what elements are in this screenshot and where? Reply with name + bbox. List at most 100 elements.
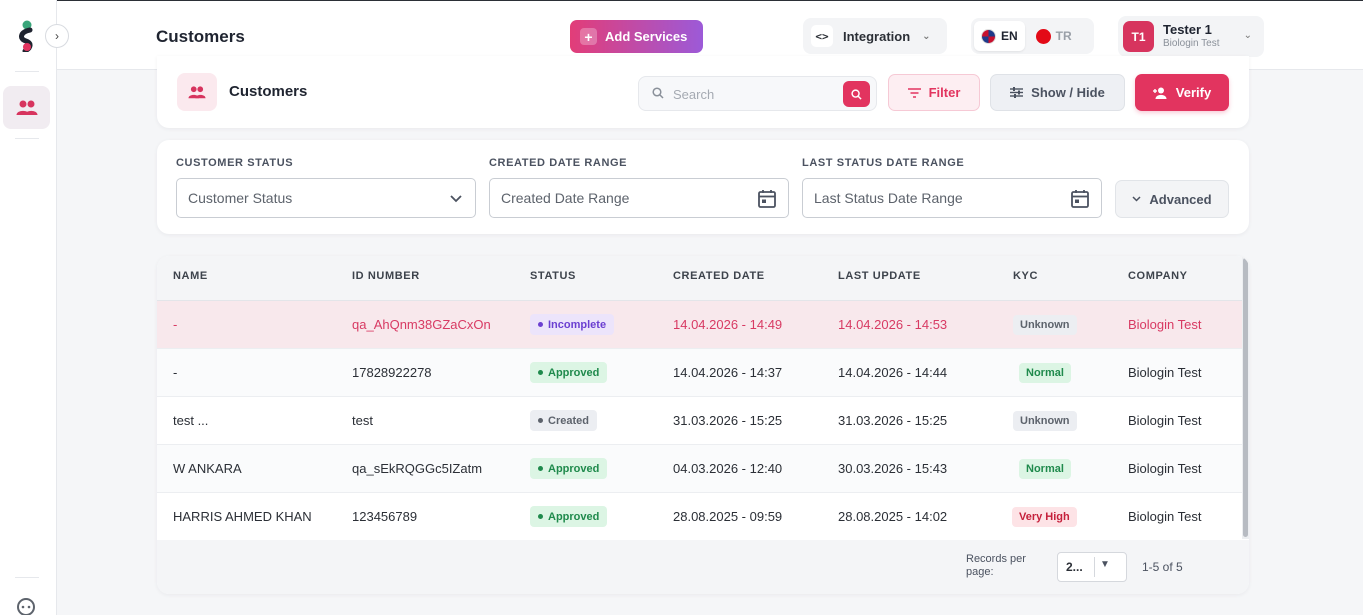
last-status-date-range-field[interactable]: Last Status Date Range: [802, 178, 1102, 218]
avatar: T1: [1123, 21, 1154, 52]
plus-icon: +: [580, 28, 597, 45]
column-header[interactable]: KYC: [1013, 270, 1039, 282]
calendar-icon[interactable]: [1071, 189, 1089, 209]
table-row[interactable]: test ... test Created 31.03.2026 - 15:25 31.…: [157, 397, 1242, 445]
verify-button[interactable]: Verify: [1135, 74, 1229, 111]
sidebar: [0, 0, 57, 615]
search-button[interactable]: [843, 81, 870, 107]
kyc-badge: Normal: [1019, 363, 1071, 383]
last-update: 31.03.2026 - 15:25: [838, 413, 948, 428]
created-date-range-label: CREATED DATE RANGE: [489, 157, 628, 169]
chevron-down-icon: ⌄: [1243, 30, 1252, 41]
calendar-icon[interactable]: [758, 189, 776, 209]
kyc-badge: Very High: [1012, 507, 1077, 527]
sidebar-toggle-button[interactable]: ›: [45, 24, 69, 48]
add-services-button[interactable]: + Add Services: [570, 20, 703, 53]
language-option-en[interactable]: EN: [974, 21, 1025, 51]
filters-panel: CUSTOMER STATUS Customer Status CREATED …: [157, 140, 1249, 234]
column-header[interactable]: CREATED DATE: [673, 270, 765, 282]
status-dot-icon: [538, 514, 543, 519]
filter-button[interactable]: Filter: [888, 74, 980, 111]
user-organization: Biologin Test: [1163, 38, 1220, 49]
company: Biologin Test: [1128, 413, 1202, 428]
customer-name: W ANKARA: [173, 461, 242, 476]
table-row[interactable]: HARRIS AHMED KHAN 123456789 Approved 28.08.…: [157, 493, 1242, 541]
status-label: Created: [548, 414, 589, 427]
id-number: 17828922278: [352, 365, 432, 380]
uk-flag-icon: [981, 28, 996, 44]
customer-name: -: [173, 317, 178, 332]
column-header[interactable]: ID NUMBER: [352, 270, 420, 282]
advanced-button[interactable]: Advanced: [1115, 180, 1229, 218]
table-scrollbar-thumb[interactable]: [1243, 258, 1248, 537]
kyc-badge: Normal: [1019, 459, 1071, 479]
caret-down-icon: ▼: [1100, 559, 1110, 570]
users-icon: [16, 100, 37, 115]
chevron-right-icon: ›: [55, 29, 59, 43]
kyc-badge: Unknown: [1013, 411, 1077, 431]
chevron-down-icon: ⌄: [922, 30, 931, 42]
status-badge: Approved: [530, 362, 608, 383]
sidebar-item-customers[interactable]: [3, 86, 50, 129]
column-header[interactable]: LAST UPDATE: [838, 270, 921, 282]
kyc-badge: Unknown: [1013, 315, 1077, 335]
id-number: test: [352, 413, 373, 428]
code-icon: <>: [811, 25, 833, 47]
filter-label: Filter: [928, 85, 961, 100]
status-badge: Approved: [530, 506, 608, 527]
search-box: [638, 76, 877, 111]
users-icon: [188, 85, 206, 98]
user-menu[interactable]: T1 Tester 1 Biologin Test ⌄: [1118, 16, 1264, 57]
records-per-page-select[interactable]: 2... ▼: [1057, 552, 1127, 582]
last-update: 28.08.2025 - 14:02: [838, 509, 948, 524]
add-user-icon: [1152, 87, 1167, 99]
integration-label: Integration: [843, 28, 911, 44]
column-header[interactable]: COMPANY: [1128, 270, 1188, 282]
customer-name: -: [173, 365, 178, 380]
status-label: Approved: [548, 462, 600, 475]
status-label: Approved: [548, 510, 600, 523]
search-icon: [851, 88, 862, 100]
customer-name: HARRIS AHMED KHAN: [173, 509, 312, 524]
table-row[interactable]: W ANKARA qa_sEkRQGGc5IZatm Approved 04.03.2…: [157, 445, 1242, 493]
show-hide-label: Show / Hide: [1031, 85, 1105, 100]
column-header[interactable]: STATUS: [530, 270, 576, 282]
language-code: EN: [1001, 29, 1018, 43]
sidebar-divider: [15, 71, 39, 72]
search-icon: [652, 87, 664, 99]
created-date: 14.04.2026 - 14:37: [673, 365, 783, 380]
support-icon[interactable]: [15, 596, 37, 615]
show-hide-button[interactable]: Show / Hide: [990, 74, 1125, 111]
customer-status-select[interactable]: Customer Status: [176, 178, 476, 218]
chevron-down-icon: [1132, 196, 1141, 202]
customers-toolbar: Customers Filter Show /: [157, 56, 1249, 128]
select-divider: [1094, 557, 1095, 577]
status-label: Incomplete: [548, 318, 607, 331]
table-header: NAME ID NUMBER STATUS CREATED DATE LAST UPDA…: [157, 256, 1242, 301]
last-status-date-range-placeholder: Last Status Date Range: [814, 190, 963, 206]
app-logo[interactable]: [16, 20, 38, 52]
records-per-page-label: Records per page:: [966, 553, 1026, 578]
last-update: 14.04.2026 - 14:53: [838, 317, 948, 332]
customer-status-label: CUSTOMER STATUS: [176, 157, 294, 169]
customers-icon-box: [177, 73, 217, 111]
created-date: 28.08.2025 - 09:59: [673, 509, 783, 524]
integration-dropdown[interactable]: <> Integration ⌄: [803, 18, 947, 54]
advanced-label: Advanced: [1149, 191, 1212, 207]
search-input[interactable]: [673, 85, 833, 103]
status-label: Approved: [548, 366, 600, 379]
sliders-icon: [1010, 87, 1024, 98]
chevron-down-icon: [450, 195, 462, 203]
company: Biologin Test: [1128, 317, 1202, 332]
sidebar-divider: [15, 577, 39, 578]
created-date-range-field[interactable]: Created Date Range: [489, 178, 789, 218]
table-row[interactable]: - qa_AhQnm38GZaCxOn Incomplete 14.04.2026 -…: [157, 301, 1242, 349]
column-header[interactable]: NAME: [173, 270, 208, 282]
language-option-tr[interactable]: TR: [1029, 21, 1079, 51]
created-date: 14.04.2026 - 14:49: [673, 317, 783, 332]
last-update: 14.04.2026 - 14:44: [838, 365, 948, 380]
company: Biologin Test: [1128, 509, 1202, 524]
status-dot-icon: [538, 418, 543, 423]
created-date-range-placeholder: Created Date Range: [501, 190, 630, 206]
table-row[interactable]: - 17828922278 Approved 14.04.2026 - 14:37 14…: [157, 349, 1242, 397]
